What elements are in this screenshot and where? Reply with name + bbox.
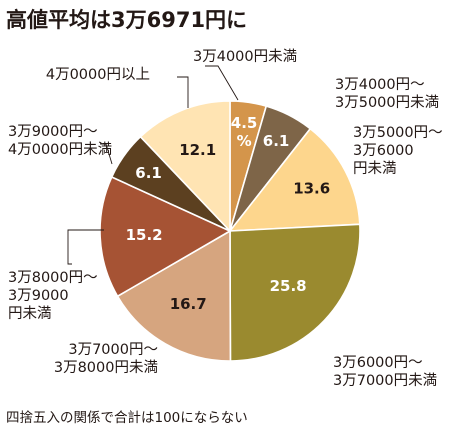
slice-category-label-6: 3万8000円～ 3万9000 円未満	[8, 270, 98, 322]
leader-line-1	[205, 65, 239, 101]
slice-category-label-7: 3万9000円～ 4万0000円未満	[8, 124, 112, 158]
leader-lines	[67, 65, 239, 265]
slice-category-label-4: 3万6000円～ 3万7000円未満	[333, 355, 437, 389]
pie-slice-8	[139, 100, 231, 234]
slice-category-label-8: 4万0000円以上	[46, 66, 150, 83]
slice-value-label-7: 6.1	[135, 164, 162, 182]
leader-line-3	[67, 229, 104, 265]
slice-value-label-6: 15.2	[126, 226, 163, 244]
slice-category-labels: 3万4000円未満 3万4000円～ 3万5000円未満 3万5000円～ 3万6000…	[8, 48, 443, 389]
pie-slice-5	[116, 229, 232, 362]
pie-slice-6	[99, 175, 232, 298]
slice-value-label-3: 13.6	[293, 180, 330, 198]
slice-category-label-2: 3万4000円～ 3万5000円未満	[335, 77, 439, 111]
leader-line-4	[100, 143, 113, 165]
slice-category-label-5: 3万7000円～ 3万8000円未満	[54, 342, 158, 376]
slice-value-label-4: 25.8	[270, 277, 307, 295]
slice-value-label-1: 4.5%	[231, 114, 258, 150]
slice-value-label-2: 6.1	[263, 132, 290, 150]
pie-slice-3	[228, 127, 361, 232]
chart-title: 高値平均は3万6971円に	[6, 8, 247, 32]
slice-category-label-1: 3万4000円未満	[193, 48, 297, 65]
pie-slices	[99, 100, 361, 362]
slice-value-label-8: 12.1	[179, 141, 216, 159]
pie-slice-4	[229, 223, 361, 362]
slice-category-label-3: 3万5000円～ 3万6000 円未満	[353, 125, 443, 177]
chart-footnote: 四捨五入の関係で合計は100にならない	[6, 409, 248, 426]
leader-line-2	[177, 76, 189, 108]
slice-value-label-5: 16.7	[170, 295, 207, 313]
slice-value-labels: 4.5% 6.1 13.6 25.8 16.7 15.2 6.1 12.1	[126, 114, 331, 313]
